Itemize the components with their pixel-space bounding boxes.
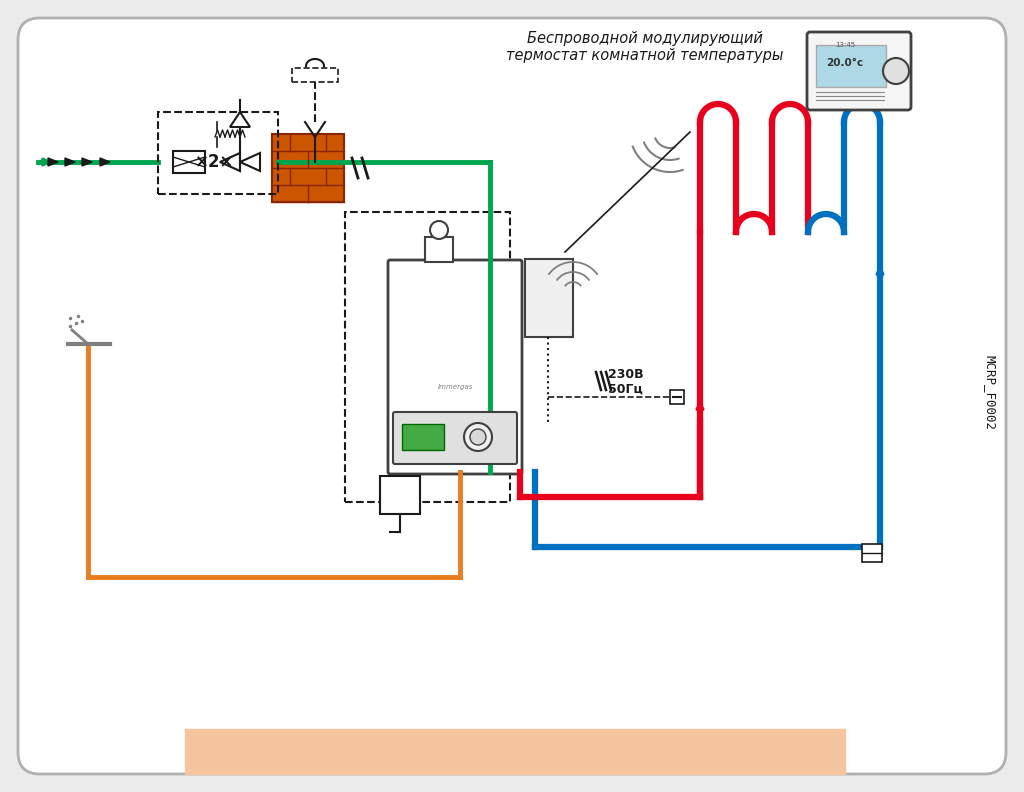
- Bar: [425, 237, 453, 262]
- Text: 20.0°c: 20.0°c: [826, 58, 863, 68]
- Bar: [816, 45, 886, 87]
- Polygon shape: [65, 158, 75, 166]
- Bar: [402, 424, 444, 450]
- Text: ×2×: ×2×: [196, 153, 234, 171]
- Circle shape: [883, 58, 909, 84]
- Bar: [185, 729, 845, 774]
- Text: MCRP_F0002: MCRP_F0002: [983, 355, 996, 429]
- Bar: [862, 544, 882, 562]
- Bar: [345, 212, 510, 502]
- Text: 230В
50Гц: 230В 50Гц: [608, 368, 644, 396]
- Bar: [292, 68, 338, 82]
- Bar: [380, 476, 420, 514]
- Bar: [173, 151, 205, 173]
- Polygon shape: [240, 153, 260, 171]
- FancyBboxPatch shape: [393, 412, 517, 464]
- Bar: [525, 259, 573, 337]
- Text: Беспроводной модулирующий
термостат комнатной температуры: Беспроводной модулирующий термостат комн…: [506, 31, 783, 63]
- Text: 13:45: 13:45: [835, 42, 855, 48]
- FancyBboxPatch shape: [388, 260, 522, 474]
- Text: Immergas: Immergas: [437, 384, 473, 390]
- Circle shape: [430, 221, 449, 239]
- Polygon shape: [230, 112, 250, 127]
- Circle shape: [470, 429, 486, 445]
- Polygon shape: [82, 158, 92, 166]
- Bar: [670, 390, 684, 404]
- FancyBboxPatch shape: [807, 32, 911, 110]
- Polygon shape: [100, 158, 110, 166]
- Polygon shape: [48, 158, 58, 166]
- Circle shape: [464, 423, 492, 451]
- FancyBboxPatch shape: [18, 18, 1006, 774]
- Bar: [272, 134, 344, 202]
- Bar: [158, 112, 278, 194]
- Polygon shape: [220, 153, 240, 171]
